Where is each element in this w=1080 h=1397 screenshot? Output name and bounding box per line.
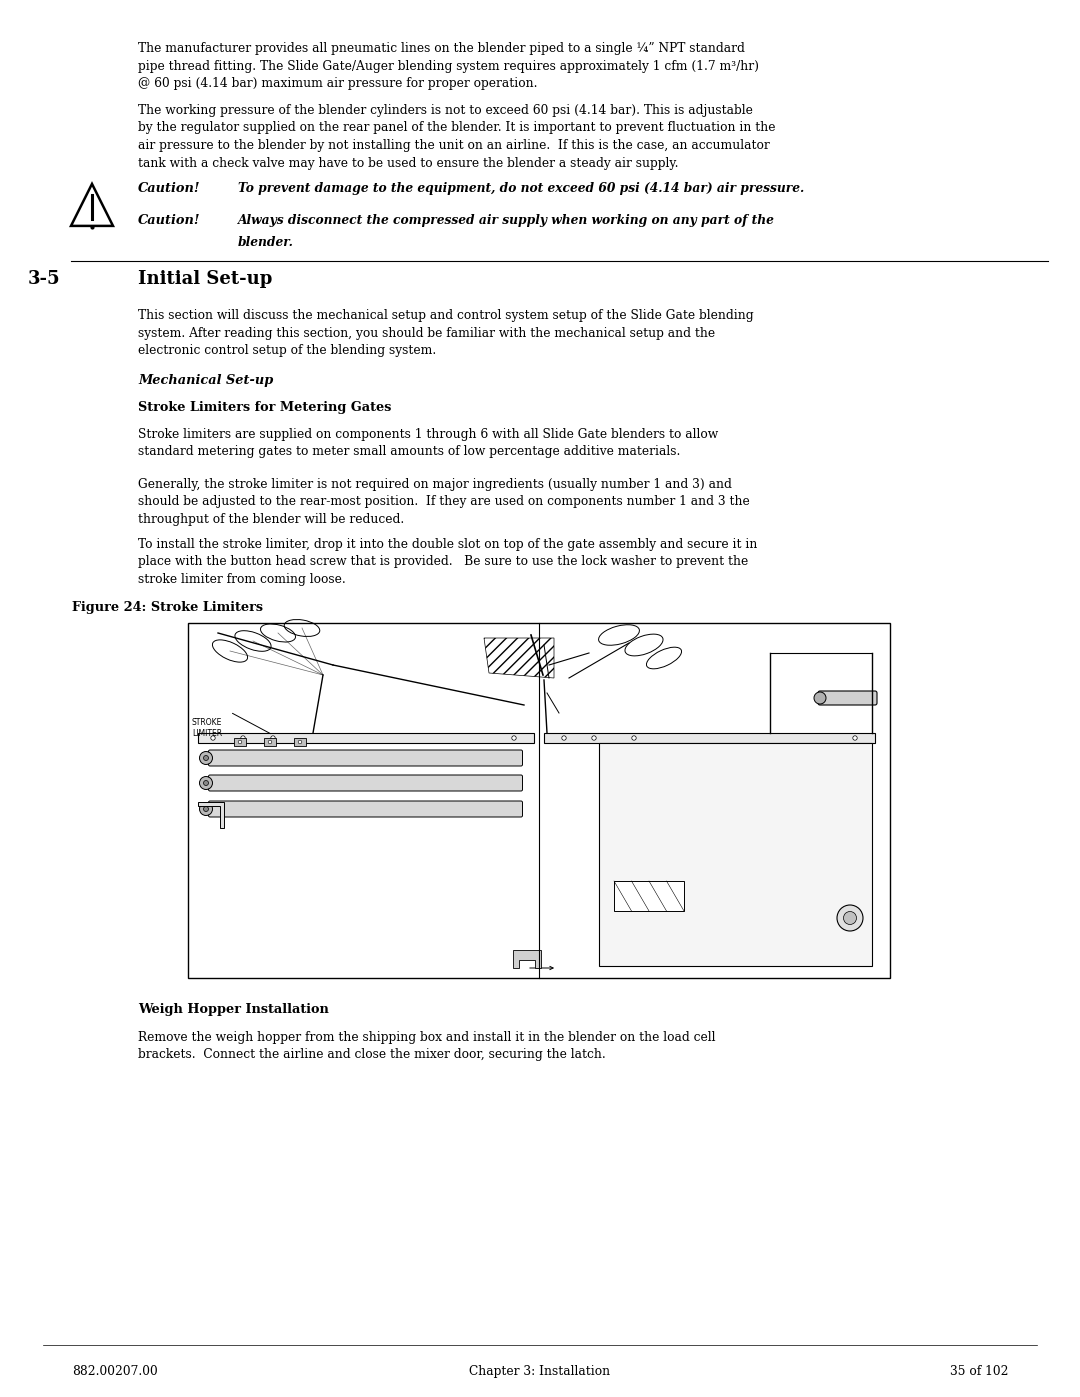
Bar <box>294 738 306 746</box>
Text: STROKE
LIMITER: STROKE LIMITER <box>192 718 222 738</box>
Circle shape <box>512 736 516 740</box>
Text: Remove the weigh hopper from the shipping box and install it in the blender on t: Remove the weigh hopper from the shippin… <box>138 1031 715 1062</box>
Circle shape <box>837 905 863 930</box>
FancyBboxPatch shape <box>208 750 523 766</box>
Text: 35 of 102: 35 of 102 <box>949 1365 1008 1377</box>
Text: The working pressure of the blender cylinders is not to exceed 60 psi (4.14 bar): The working pressure of the blender cyli… <box>138 103 775 169</box>
Text: To prevent damage to the equipment, do not exceed 60 psi (4.14 bar) air pressure: To prevent damage to the equipment, do n… <box>238 182 805 196</box>
FancyArrowPatch shape <box>530 967 553 970</box>
Circle shape <box>271 736 275 740</box>
Bar <box>615 882 684 911</box>
Circle shape <box>203 781 208 785</box>
Circle shape <box>298 740 301 743</box>
Bar <box>599 743 872 965</box>
Text: 3-5: 3-5 <box>28 270 60 288</box>
Circle shape <box>814 692 826 704</box>
Circle shape <box>268 740 272 743</box>
Circle shape <box>592 736 596 740</box>
Circle shape <box>843 911 856 925</box>
Text: blender.: blender. <box>238 236 294 249</box>
Circle shape <box>200 802 213 816</box>
Circle shape <box>632 736 636 740</box>
Text: Always disconnect the compressed air supply when working on any part of the: Always disconnect the compressed air sup… <box>238 214 774 226</box>
Text: Stroke Limiters for Metering Gates: Stroke Limiters for Metering Gates <box>138 401 391 414</box>
Text: Generally, the stroke limiter is not required on major ingredients (usually numb: Generally, the stroke limiter is not req… <box>138 478 750 527</box>
Circle shape <box>562 736 566 740</box>
Text: Initial Set-up: Initial Set-up <box>138 270 272 288</box>
FancyBboxPatch shape <box>818 692 877 705</box>
Text: 882.00207.00: 882.00207.00 <box>72 1365 158 1377</box>
Text: Stroke limiters are supplied on components 1 through 6 with all Slide Gate blend: Stroke limiters are supplied on componen… <box>138 427 718 458</box>
Text: This section will discuss the mechanical setup and control system setup of the S: This section will discuss the mechanical… <box>138 309 754 358</box>
Circle shape <box>203 806 208 812</box>
Text: Mechanical Set-up: Mechanical Set-up <box>138 374 273 387</box>
Text: Caution!: Caution! <box>138 214 201 226</box>
Circle shape <box>211 736 215 740</box>
FancyBboxPatch shape <box>208 800 523 817</box>
FancyBboxPatch shape <box>208 775 523 791</box>
Text: To install the stroke limiter, drop it into the double slot on top of the gate a: To install the stroke limiter, drop it i… <box>138 538 757 585</box>
Circle shape <box>200 777 213 789</box>
Text: Weigh Hopper Installation: Weigh Hopper Installation <box>138 1003 329 1016</box>
Circle shape <box>203 756 208 760</box>
Polygon shape <box>198 802 224 828</box>
Bar <box>234 738 246 746</box>
Circle shape <box>853 736 858 740</box>
Polygon shape <box>198 733 534 743</box>
Bar <box>264 738 276 746</box>
Polygon shape <box>513 950 541 968</box>
Text: Figure 24: Stroke Limiters: Figure 24: Stroke Limiters <box>72 601 264 615</box>
Circle shape <box>239 740 242 743</box>
Text: Caution!: Caution! <box>138 182 201 196</box>
Polygon shape <box>544 733 875 743</box>
Bar <box>188 623 890 978</box>
Text: Chapter 3: Installation: Chapter 3: Installation <box>470 1365 610 1377</box>
Circle shape <box>241 736 245 740</box>
Text: The manufacturer provides all pneumatic lines on the blender piped to a single ¼: The manufacturer provides all pneumatic … <box>138 42 759 89</box>
Circle shape <box>200 752 213 764</box>
